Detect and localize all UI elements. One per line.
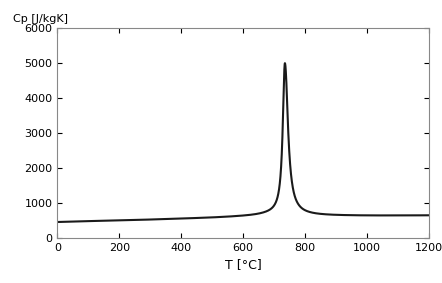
X-axis label: T [°C]: T [°C] (225, 258, 262, 271)
Text: Cp [J/kgK]: Cp [J/kgK] (13, 14, 68, 24)
